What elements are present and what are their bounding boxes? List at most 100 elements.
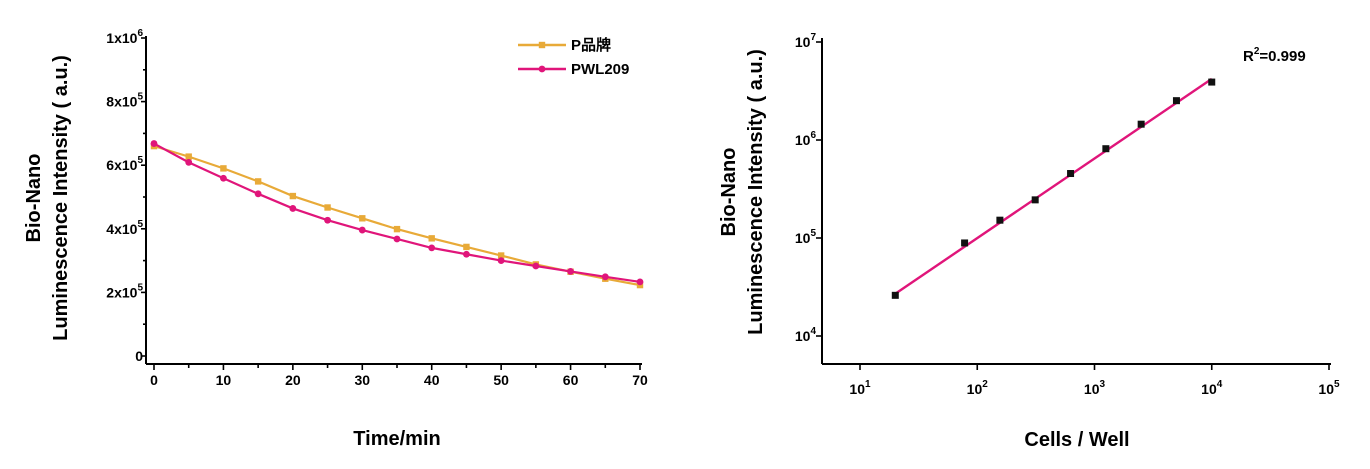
r-squared-prefix: R xyxy=(1243,48,1254,65)
y-axis-label-line2: Luminescence Intensity ( a.u.) xyxy=(50,55,72,341)
y-tick-label: 105 xyxy=(795,228,817,246)
data-point xyxy=(289,192,297,200)
y-tick-label-base: 8x10 xyxy=(106,94,137,110)
fit-line xyxy=(894,77,1213,295)
y-tick-label-exponent: 5 xyxy=(137,155,143,166)
legend: P品牌 PWL209 xyxy=(518,36,629,78)
x-tick-label-base: 10 xyxy=(1084,381,1100,397)
series-line xyxy=(153,142,641,283)
x-tick-label-base: 10 xyxy=(1201,381,1217,397)
legend-marker xyxy=(538,41,546,49)
y-tick-label: 107 xyxy=(795,32,817,50)
y-tick-label: 106 xyxy=(795,130,817,148)
y-tick-label-exponent: 6 xyxy=(137,28,143,39)
data-point xyxy=(185,153,192,160)
x-tick-label: 60 xyxy=(563,372,579,388)
data-point xyxy=(1208,78,1216,86)
x-tick-label-exponent: 2 xyxy=(982,379,988,390)
y-tick-label-base: 10 xyxy=(795,230,811,246)
data-point xyxy=(254,190,262,198)
y-tick-label-base: 4x10 xyxy=(106,221,137,237)
data-point xyxy=(497,257,505,264)
y-tick-label: 6x105 xyxy=(106,155,143,173)
x-tick-label-exponent: 1 xyxy=(865,379,871,390)
data-point xyxy=(254,178,262,185)
y-tick-label-base: 10 xyxy=(795,34,811,50)
data-point xyxy=(532,262,540,270)
y-tick-label: 2x105 xyxy=(106,282,143,300)
r-squared-exponent: 2 xyxy=(1254,46,1260,57)
series-0 xyxy=(150,142,644,289)
data-point xyxy=(393,235,401,243)
data-point xyxy=(324,216,331,224)
x-tick-label: 40 xyxy=(424,372,440,388)
data-point xyxy=(463,243,470,251)
y-tick-label: 4x105 xyxy=(106,219,143,237)
x-tick-label: 0 xyxy=(150,372,158,388)
x-tick-label-exponent: 3 xyxy=(1100,379,1106,390)
data-point xyxy=(150,140,158,147)
data-point xyxy=(1102,145,1110,153)
data-point xyxy=(996,216,1004,224)
x-tick-label-base: 10 xyxy=(1318,381,1334,397)
x-tick-label-exponent: 5 xyxy=(1334,379,1340,390)
x-tick-label: 30 xyxy=(354,372,370,388)
y-tick-label-base: 0 xyxy=(135,348,143,364)
x-tick-label-exponent: 4 xyxy=(1217,379,1223,390)
data-point xyxy=(358,226,366,234)
data-point xyxy=(428,244,436,252)
y-tick-label-base: 2x10 xyxy=(106,284,137,300)
x-tick-label: 105 xyxy=(1318,379,1340,397)
y-tick-label-exponent: 5 xyxy=(137,282,143,293)
x-axis-label: Time/min xyxy=(353,428,440,450)
x-tick-label: 10 xyxy=(216,372,232,388)
y-tick-label-base: 1x10 xyxy=(106,30,137,46)
data-point xyxy=(891,291,899,299)
data-point xyxy=(220,174,227,182)
data-point xyxy=(497,252,505,259)
x-tick-label: 104 xyxy=(1201,379,1223,397)
x-tick-label: 50 xyxy=(493,372,509,388)
data-point xyxy=(1137,120,1145,128)
y-tick-label-exponent: 5 xyxy=(137,92,143,103)
x-tick-label-base: 10 xyxy=(849,381,865,397)
y-axis-label-line2: Luminescence Intensity ( a.u.) xyxy=(745,49,767,335)
data-point xyxy=(359,215,366,222)
series-line xyxy=(153,145,641,287)
y-tick-label-exponent: 6 xyxy=(810,130,816,141)
legend-marker xyxy=(538,65,546,73)
data-point xyxy=(961,239,969,247)
y-tick-label: 104 xyxy=(795,326,817,344)
y-axis-label-line1: Bio-Nano xyxy=(718,148,740,237)
y-tick-label: 0 xyxy=(135,348,143,364)
data-points xyxy=(891,78,1216,299)
data-point xyxy=(636,278,644,286)
r-squared-annotation: R2=0.999 xyxy=(1243,46,1306,65)
x-axis-label: Cells / Well xyxy=(1024,429,1129,451)
y-tick-label-base: 6x10 xyxy=(106,157,137,173)
x-tick-label: 102 xyxy=(967,379,989,397)
y-tick-label-exponent: 4 xyxy=(810,326,816,337)
y-tick-label-exponent: 5 xyxy=(137,219,143,230)
legend-label: PWL209 xyxy=(571,61,629,78)
x-tick-label: 101 xyxy=(849,379,871,397)
data-point xyxy=(324,204,331,211)
x-tick-label: 103 xyxy=(1084,379,1106,397)
y-tick-label: 1x106 xyxy=(106,28,143,46)
data-point xyxy=(601,273,609,281)
data-point xyxy=(428,235,435,242)
y-tick-label-exponent: 5 xyxy=(810,228,816,239)
x-tick-label: 70 xyxy=(632,372,648,388)
data-point xyxy=(1031,196,1039,204)
legend-label: P品牌 xyxy=(571,36,611,54)
data-point xyxy=(1067,170,1075,178)
data-point xyxy=(463,250,470,258)
y-tick-label-base: 10 xyxy=(795,132,811,148)
data-point xyxy=(1172,97,1180,105)
data-point xyxy=(289,205,297,212)
data-point xyxy=(185,158,193,166)
y-axis-label-line1: Bio-Nano xyxy=(23,154,45,243)
